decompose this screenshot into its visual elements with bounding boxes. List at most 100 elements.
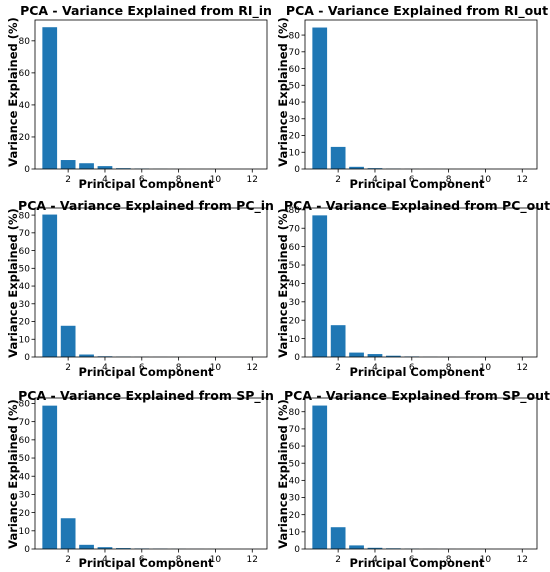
x-tick-label: 8: [176, 363, 182, 373]
y-tick-label: 20: [289, 511, 301, 521]
bar-pc-2: [330, 527, 346, 549]
y-tick-label: 20: [289, 316, 301, 326]
panel-sp-out: PCA - Variance Explained from SP_out Pri…: [276, 388, 550, 570]
x-tick-label: 6: [409, 555, 415, 565]
chart-title: PCA - Variance Explained from SP_in: [18, 388, 274, 404]
bar-pc-2: [330, 146, 346, 169]
bar-pc-4: [97, 166, 113, 169]
x-tick-label: 10: [210, 555, 222, 565]
x-tick-label: 12: [247, 555, 258, 565]
x-tick-label: 2: [335, 555, 341, 565]
bar-pc-2: [60, 518, 76, 549]
bar-pc-1: [42, 27, 58, 170]
y-tick-label: 10: [289, 528, 301, 538]
bar-pc-3: [349, 166, 364, 169]
y-tick-label: 50: [19, 454, 31, 464]
y-tick-label: 0: [294, 353, 300, 363]
y-tick-label: 40: [289, 477, 301, 487]
bar-pc-1: [312, 215, 328, 357]
y-tick-label: 30: [289, 494, 301, 504]
x-tick-label: 4: [102, 175, 108, 185]
y-tick-label: 0: [294, 165, 300, 175]
y-tick-label: 40: [289, 280, 301, 290]
y-tick-label: 10: [289, 148, 301, 158]
y-tick-label: 40: [289, 98, 301, 108]
x-tick-label: 6: [409, 363, 415, 373]
bar-pc-2: [60, 325, 76, 357]
y-tick-label: 10: [19, 335, 31, 345]
y-tick-label: 70: [289, 224, 301, 234]
y-axis-label: Variance Explained (%): [6, 17, 20, 167]
y-tick-label: 60: [19, 69, 31, 79]
x-tick-label: 10: [480, 555, 492, 565]
bar-pc-1: [42, 405, 58, 549]
x-axis-label: Principal Component: [349, 556, 485, 570]
x-tick-label: 6: [139, 555, 145, 565]
bar-pc-4: [367, 168, 383, 169]
y-tick-label: 60: [289, 65, 301, 75]
axes-frame: [34, 207, 268, 358]
plot-area: 2 4 6 8 10 12 0 10 20 30 40 50 60 70 80: [289, 397, 538, 565]
x-tick-label: 2: [335, 175, 341, 185]
y-tick-label: 0: [24, 353, 30, 363]
chart-title: PCA - Variance Explained from SP_out: [284, 388, 550, 404]
y-tick-label: 0: [24, 545, 30, 555]
y-tick-label: 20: [289, 132, 301, 142]
axes-frame: [304, 397, 538, 550]
bar-pc-1: [42, 214, 58, 357]
x-tick-label: 4: [102, 363, 108, 373]
y-axis-label: Variance Explained (%): [276, 208, 290, 358]
bar-pc-1: [312, 405, 328, 549]
y-tick-label: 60: [19, 247, 31, 257]
panel-pc-in: PCA - Variance Explained from PC_in Prin…: [6, 198, 274, 379]
chart-title: PCA - Variance Explained from PC_in: [18, 198, 274, 214]
x-tick-label: 12: [517, 555, 528, 565]
x-axis-label: Principal Component: [78, 177, 214, 191]
chart-title: PCA - Variance Explained from RI_out: [286, 3, 548, 19]
y-tick-label: 40: [19, 101, 31, 111]
bar-pc-3: [79, 544, 94, 549]
y-tick-label: 20: [19, 318, 31, 328]
bar-pc-3: [349, 352, 364, 357]
bar-pc-3: [349, 545, 364, 549]
x-axis-label: Principal Component: [78, 556, 214, 570]
bar-pc-4: [367, 547, 383, 549]
y-tick-label: 70: [289, 425, 301, 435]
bar-pc-2: [330, 325, 346, 357]
x-tick-label: 8: [176, 555, 182, 565]
x-tick-label: 12: [247, 175, 258, 185]
y-tick-label: 0: [294, 545, 300, 555]
y-axis-label: Variance Explained (%): [276, 17, 290, 167]
y-tick-label: 50: [289, 459, 301, 469]
panel-pc-out: PCA - Variance Explained from PC_out Pri…: [276, 198, 550, 379]
y-tick-label: 80: [289, 206, 301, 216]
chart-title: PCA - Variance Explained from RI_in: [20, 3, 272, 19]
axes-frame: [34, 19, 268, 170]
y-tick-label: 30: [19, 491, 31, 501]
x-axis-label: Principal Component: [78, 365, 214, 379]
y-axis-label: Variance Explained (%): [6, 399, 20, 549]
y-tick-label: 50: [289, 261, 301, 271]
y-tick-label: 50: [19, 265, 31, 275]
x-tick-label: 8: [446, 175, 452, 185]
x-tick-label: 8: [176, 175, 182, 185]
axes-frame: [304, 207, 538, 358]
x-axis-label: Principal Component: [349, 365, 485, 379]
x-tick-label: 4: [372, 363, 378, 373]
y-axis-label: Variance Explained (%): [276, 399, 290, 549]
x-tick-label: 6: [139, 175, 145, 185]
y-tick-label: 60: [19, 436, 31, 446]
y-tick-label: 10: [19, 527, 31, 537]
y-tick-label: 80: [19, 400, 31, 410]
x-tick-label: 2: [65, 555, 71, 565]
y-tick-label: 30: [289, 298, 301, 308]
x-tick-label: 6: [139, 363, 145, 373]
y-tick-label: 30: [289, 115, 301, 125]
y-tick-label: 40: [19, 472, 31, 482]
bar-pc-5: [116, 548, 131, 549]
axes-frame: [34, 397, 268, 550]
x-tick-label: 4: [372, 555, 378, 565]
chart-title: PCA - Variance Explained from PC_out: [284, 198, 550, 214]
axes-frame: [304, 19, 538, 170]
bar-pc-2: [60, 160, 76, 169]
